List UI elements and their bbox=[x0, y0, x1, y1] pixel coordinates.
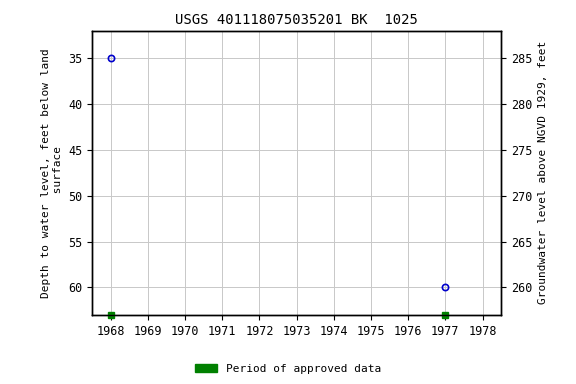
Y-axis label: Depth to water level, feet below land
 surface: Depth to water level, feet below land su… bbox=[41, 48, 63, 298]
Y-axis label: Groundwater level above NGVD 1929, feet: Groundwater level above NGVD 1929, feet bbox=[538, 41, 548, 305]
Title: USGS 401118075035201 BK  1025: USGS 401118075035201 BK 1025 bbox=[175, 13, 418, 27]
Legend: Period of approved data: Period of approved data bbox=[191, 359, 385, 379]
